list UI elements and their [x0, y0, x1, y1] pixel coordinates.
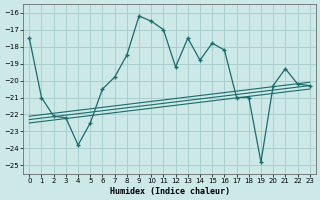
X-axis label: Humidex (Indice chaleur): Humidex (Indice chaleur): [109, 187, 229, 196]
